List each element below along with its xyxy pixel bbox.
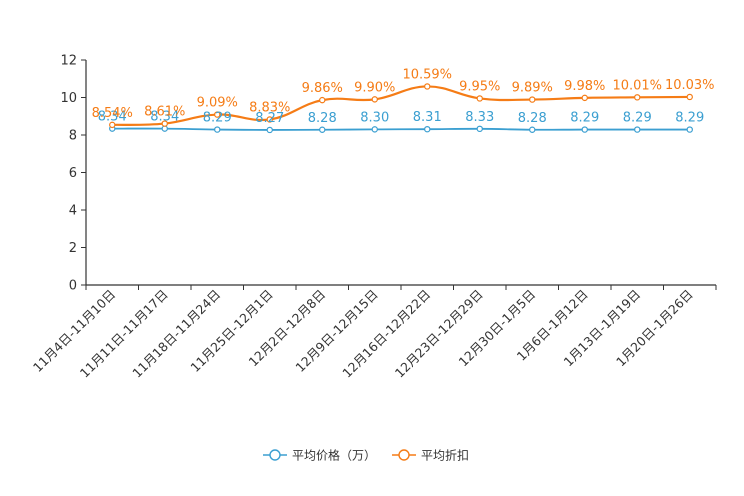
y-tick-label: 2 (69, 241, 77, 256)
data-label: 8.29 (203, 111, 232, 126)
data-label: 8.61% (144, 105, 185, 120)
data-label: 9.09% (197, 96, 238, 111)
data-point[interactable] (214, 111, 221, 118)
data-label: 9.90% (354, 80, 395, 95)
data-label: 10.01% (612, 78, 662, 93)
data-label: 9.95% (459, 79, 500, 94)
data-point[interactable] (634, 126, 641, 133)
data-label: 8.27 (255, 111, 284, 126)
data-label: 8.29 (675, 111, 704, 126)
x-tick-label: 11月11日-11月17日 (77, 287, 171, 381)
data-label: 9.89% (512, 81, 553, 96)
x-tick-label: 12月16日-12月22日 (339, 287, 433, 381)
legend-marker-icon (269, 449, 281, 461)
x-tick-label: 12月23日-12月29日 (392, 287, 486, 381)
data-point[interactable] (161, 125, 168, 132)
data-label: 10.03% (665, 78, 715, 93)
y-axis: 0 2 4 6 8 10 12 (60, 54, 87, 294)
data-point[interactable] (529, 96, 536, 103)
legend-item[interactable]: 平均价格（万） (263, 448, 376, 463)
data-label: 9.86% (302, 81, 343, 96)
data-point[interactable] (634, 94, 641, 101)
x-tick-label: 11月18日-11月24日 (129, 287, 223, 381)
data-label: 8.30 (360, 110, 389, 125)
data-point[interactable] (581, 94, 588, 102)
data-point[interactable] (424, 83, 431, 90)
data-label: 8.54% (92, 106, 133, 121)
series-line (112, 85, 690, 126)
series-1 (109, 125, 693, 134)
y-tick-label: 12 (60, 54, 77, 69)
data-point[interactable] (161, 120, 168, 127)
data-point[interactable] (581, 126, 588, 133)
series-line (112, 127, 690, 131)
data-point[interactable] (686, 126, 693, 133)
data-point[interactable] (529, 126, 536, 133)
data-label: 8.28 (518, 111, 547, 126)
x-axis: 11月4日-11月10日11月11日-11月17日11月18日-11月24日11… (30, 284, 717, 381)
y-tick-label: 6 (69, 166, 77, 181)
data-point[interactable] (371, 96, 378, 103)
data-label: 8.83% (249, 100, 290, 115)
y-tick-label: 0 (69, 279, 77, 294)
data-labels: 8.34 8.34 8.29 8.27 8.28 8.30 8.31 8.33 8.28 8.29… (92, 67, 715, 126)
data-point[interactable] (319, 96, 326, 104)
data-label: 8.29 (570, 111, 599, 126)
data-label: 8.28 (308, 111, 337, 126)
y-tick-label: 10 (60, 91, 77, 106)
data-label: 8.31 (413, 110, 442, 125)
data-point[interactable] (476, 95, 483, 102)
data-point[interactable] (686, 93, 693, 101)
data-point[interactable] (476, 125, 483, 133)
data-label: 8.34 (98, 110, 127, 125)
series-layer (109, 83, 693, 134)
y-tick-label: 8 (69, 129, 77, 144)
legend-label: 平均价格（万） (292, 448, 376, 463)
legend-label: 平均折扣 (421, 448, 469, 463)
series-2 (109, 83, 693, 129)
data-point[interactable] (109, 121, 116, 129)
legend[interactable]: 平均价格（万） 平均折扣 (263, 448, 469, 463)
legend-item[interactable]: 平均折扣 (392, 448, 469, 463)
data-label: 8.33 (465, 110, 494, 125)
data-point[interactable] (266, 116, 273, 123)
data-label: 8.34 (150, 110, 179, 125)
data-point[interactable] (424, 125, 431, 133)
data-label: 8.29 (623, 111, 652, 126)
data-label: 9.98% (564, 79, 605, 94)
legend-marker-icon (398, 449, 410, 461)
data-point[interactable] (371, 126, 378, 133)
y-tick-label: 4 (69, 204, 77, 219)
data-point[interactable] (319, 126, 326, 133)
data-point[interactable] (214, 126, 221, 133)
data-point[interactable] (266, 126, 273, 134)
data-label: 10.59% (402, 67, 452, 82)
